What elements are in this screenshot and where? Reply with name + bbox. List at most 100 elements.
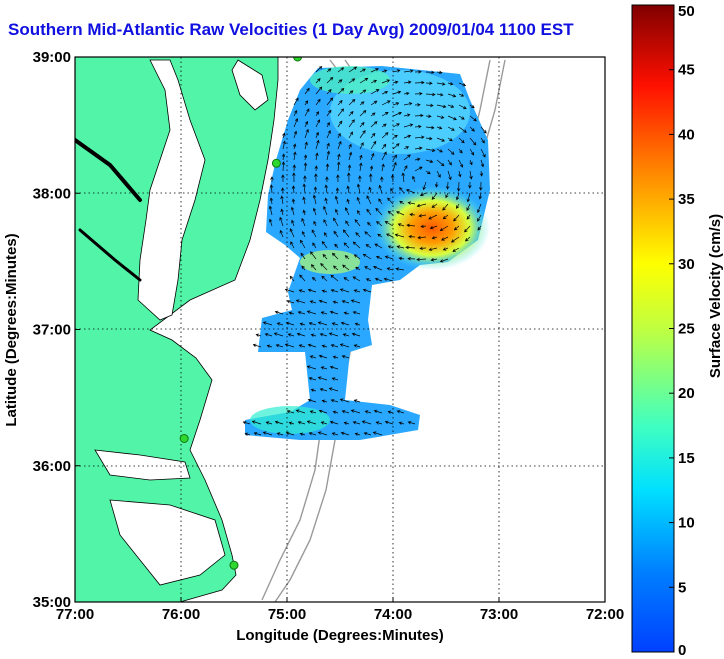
velocity-arrow: [346, 198, 350, 205]
velocity-arrow: [339, 288, 350, 293]
velocity-arrow: [447, 148, 455, 155]
velocity-arrow: [374, 243, 383, 249]
velocity-arrow: [425, 114, 432, 118]
velocity-arrow: [352, 276, 361, 282]
velocity-arrow: [417, 235, 427, 240]
velocity-arrow: [293, 118, 299, 128]
velocity-arrow: [479, 170, 484, 177]
velocity-arrow: [381, 163, 385, 172]
velocity-arrow: [348, 78, 356, 84]
velocity-arrow: [442, 203, 449, 211]
velocity-arrow: [242, 420, 251, 425]
colorbar-tick-label: 10: [678, 515, 695, 532]
y-tick-label: 39:00: [33, 49, 71, 66]
velocity-arrow: [341, 409, 350, 414]
velocity-arrow: [419, 246, 427, 251]
velocity-arrow: [331, 377, 339, 381]
velocity-arrow: [436, 170, 441, 178]
velocity-arrow: [313, 220, 317, 227]
velocity-arrow: [335, 208, 339, 216]
velocity-arrow: [359, 121, 365, 128]
velocity-arrow: [310, 388, 317, 392]
colorbar-tick-label: 5: [678, 579, 686, 596]
velocity-arrow: [456, 181, 461, 192]
velocity-arrow: [324, 184, 328, 194]
velocity-arrow: [447, 126, 455, 131]
velocity-arrow: [366, 208, 372, 216]
velocity-arrow: [310, 251, 317, 260]
velocity-arrow: [337, 79, 343, 84]
velocity-arrow: [354, 219, 361, 227]
velocity-arrow: [414, 124, 422, 129]
velocity-arrow: [337, 108, 344, 117]
velocity-arrow: [275, 343, 284, 348]
velocity-arrow: [331, 322, 339, 326]
velocity-arrow: [455, 192, 460, 201]
velocity-arrow: [321, 240, 328, 249]
velocity-arrow: [370, 132, 376, 139]
velocity-arrow: [345, 220, 350, 227]
velocity-arrow: [339, 398, 350, 403]
velocity-arrow: [403, 123, 414, 128]
velocity-arrow: [407, 201, 416, 205]
velocity-arrow: [370, 100, 378, 106]
velocity-arrow: [293, 130, 298, 139]
velocity-arrow: [337, 120, 343, 128]
velocity-arrow: [350, 409, 361, 414]
velocity-arrow: [414, 113, 424, 118]
velocity-arrow: [453, 214, 460, 222]
velocity-arrow: [337, 140, 342, 150]
velocity-arrow: [344, 255, 350, 260]
velocity-arrow: [288, 421, 295, 425]
velocity-arrow: [384, 420, 394, 425]
velocity-arrow: [439, 225, 449, 232]
velocity-arrow: [343, 242, 350, 249]
velocity-arrow: [359, 101, 365, 106]
y-tick-label: 35:00: [33, 594, 71, 611]
velocity-arrow: [287, 333, 295, 337]
velocity-arrow: [425, 92, 436, 97]
velocity-arrow: [320, 421, 328, 425]
velocity-arrow: [359, 89, 367, 95]
velocity-arrow: [416, 257, 427, 262]
velocity-arrow: [319, 332, 328, 337]
velocity-arrow: [469, 170, 473, 180]
velocity-arrow: [317, 431, 328, 436]
velocity-arrow: [418, 214, 427, 218]
velocity-arrow: [279, 229, 284, 238]
velocity-arrow: [359, 162, 363, 172]
gridlines: [75, 57, 605, 602]
velocity-arrow: [340, 431, 350, 436]
velocity-arrow: [392, 111, 402, 117]
velocity-arrow: [266, 344, 273, 348]
velocity-arrow: [304, 108, 310, 117]
velocity-arrow: [323, 205, 328, 216]
velocity-arrow: [359, 68, 366, 73]
velocity-arrow: [269, 197, 274, 205]
velocity-arrow: [300, 252, 306, 260]
velocity-arrow: [321, 275, 328, 282]
velocity-arrow: [369, 165, 374, 172]
velocity-arrow: [392, 90, 402, 95]
velocity-arrow: [359, 110, 367, 117]
velocity-arrow: [291, 185, 296, 194]
velocity-arrow: [343, 421, 350, 425]
velocity-zone-cyan-south: [250, 406, 330, 434]
velocity-arrow: [365, 244, 372, 249]
velocity-arrow: [356, 196, 361, 205]
velocity-arrow: [304, 120, 309, 128]
velocity-arrow: [378, 198, 383, 205]
velocity-arrow: [328, 332, 339, 337]
velocity-arrow: [480, 148, 486, 158]
velocity-arrow: [370, 89, 380, 95]
velocity-arrow: [328, 387, 339, 392]
velocity-arrow: [293, 151, 297, 161]
velocity-arrow: [363, 431, 372, 436]
velocity-arrow: [396, 211, 405, 216]
velocity-arrow: [370, 152, 375, 161]
velocity-arrow: [343, 277, 350, 282]
velocity-arrow: [469, 137, 477, 146]
velocity-arrow: [384, 255, 394, 260]
map-title: Southern Mid-Atlantic Raw Velocities (1 …: [8, 20, 574, 39]
velocity-arrow: [315, 131, 319, 139]
